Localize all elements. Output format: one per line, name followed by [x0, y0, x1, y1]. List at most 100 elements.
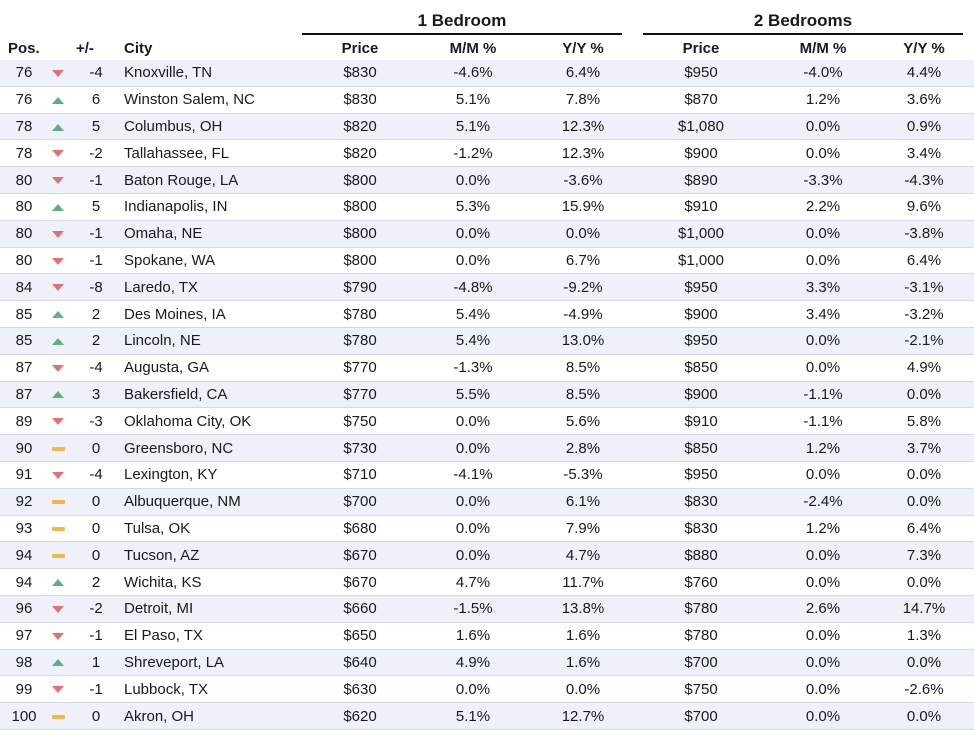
cell-spacer: [513, 354, 543, 382]
cell-city: Oklahoma City, OK: [124, 407, 320, 436]
cell-spacer: [400, 675, 433, 704]
cell-spacer: [863, 461, 884, 489]
cell-mm-1br: 5.1%: [433, 113, 513, 141]
cell-spacer: [964, 434, 974, 462]
cell-mm-1br: -4.1%: [433, 461, 513, 489]
cell-spacer: [964, 515, 974, 543]
down-arrow-icon: [52, 605, 64, 613]
cell-spacer: [513, 166, 543, 194]
cell-spacer: [400, 381, 433, 409]
table-row: 94 0 Tucson, AZ $670 0.0% 4.7% $880 0.0% 7.3%: [0, 541, 974, 570]
cell-yy-1br: -3.6%: [543, 166, 623, 194]
cell-mm-2br: -2.4%: [783, 488, 863, 516]
down-arrow-icon: [52, 632, 64, 640]
rent-table-panel: 1 Bedroom 2 Bedrooms Pos. +/- City Price…: [0, 11, 974, 730]
cell-pos: 93: [0, 515, 48, 543]
cell-yy-2br: -3.8%: [884, 220, 964, 248]
cell-spacer: [623, 488, 661, 516]
cell-price-2br: $850: [661, 434, 741, 462]
cell-spacer: [964, 300, 974, 328]
cell-indicator: [48, 300, 68, 328]
cell-spacer: [863, 139, 884, 168]
cell-spacer: [623, 541, 661, 570]
table-row: 99 -1 Lubbock, TX $630 0.0% 0.0% $750 0.0% -2.6%: [0, 675, 974, 704]
cell-spacer: [623, 166, 661, 194]
cell-city: Wichita, KS: [124, 568, 320, 596]
table-body: 76 -4 Knoxville, TN $830 -4.6% 6.4% $950 -4.0% 4…: [0, 60, 974, 730]
cell-spacer: [863, 568, 884, 596]
cell-city: Columbus, OH: [124, 113, 320, 141]
cell-yy-2br: -3.2%: [884, 300, 964, 328]
cell-spacer: [964, 568, 974, 596]
cell-spacer: [741, 166, 783, 194]
cell-yy-1br: 0.0%: [543, 675, 623, 704]
rent-data-table: 76 -4 Knoxville, TN $830 -4.6% 6.4% $950 -4.0% 4…: [0, 60, 974, 730]
cell-indicator: [48, 515, 68, 543]
cell-spacer: [400, 541, 433, 570]
cell-mm-1br: 5.3%: [433, 193, 513, 221]
cell-pos: 87: [0, 381, 48, 409]
cell-price-2br: $900: [661, 300, 741, 328]
cell-price-2br: $830: [661, 515, 741, 543]
cell-price-1br: $780: [320, 300, 400, 328]
cell-spacer: [741, 461, 783, 489]
cell-change: 0: [68, 702, 124, 730]
cell-change: -1: [68, 675, 124, 704]
cell-spacer: [623, 193, 661, 221]
cell-spacer: [741, 434, 783, 462]
cell-price-1br: $800: [320, 220, 400, 248]
cell-yy-2br: -3.1%: [884, 273, 964, 302]
cell-spacer: [863, 595, 884, 623]
cell-price-1br: $830: [320, 60, 400, 87]
cell-price-1br: $830: [320, 86, 400, 114]
cell-spacer: [741, 568, 783, 596]
cell-spacer: [623, 86, 661, 114]
cell-spacer: [741, 86, 783, 114]
down-arrow-icon: [52, 284, 64, 292]
cell-mm-2br: 0.0%: [783, 113, 863, 141]
group-underline-2-bedrooms: [643, 33, 963, 35]
table-row: 80 -1 Omaha, NE $800 0.0% 0.0% $1,000 0.0% -3.8%: [0, 220, 974, 248]
cell-spacer: [623, 381, 661, 409]
cell-mm-2br: 3.3%: [783, 273, 863, 302]
cell-spacer: [513, 139, 543, 168]
cell-mm-1br: -1.5%: [433, 595, 513, 623]
cell-yy-2br: 0.0%: [884, 461, 964, 489]
cell-city: Laredo, TX: [124, 273, 320, 302]
cell-yy-1br: 12.3%: [543, 139, 623, 168]
cell-spacer: [964, 86, 974, 114]
cell-spacer: [863, 541, 884, 570]
cell-spacer: [623, 622, 661, 650]
cell-mm-2br: -4.0%: [783, 60, 863, 87]
cell-mm-2br: 2.6%: [783, 595, 863, 623]
cell-price-2br: $950: [661, 327, 741, 355]
cell-city: Albuquerque, NM: [124, 488, 320, 516]
table-row: 78 5 Columbus, OH $820 5.1% 12.3% $1,080 0.0% 0.…: [0, 113, 974, 141]
header-pos: Pos.: [8, 40, 40, 57]
down-arrow-icon: [52, 364, 64, 372]
cell-price-2br: $880: [661, 541, 741, 570]
cell-spacer: [400, 568, 433, 596]
cell-indicator: [48, 702, 68, 730]
cell-price-2br: $780: [661, 595, 741, 623]
down-arrow-icon: [52, 177, 64, 185]
cell-price-2br: $1,080: [661, 113, 741, 141]
cell-price-1br: $790: [320, 273, 400, 302]
cell-indicator: [48, 113, 68, 141]
cell-spacer: [513, 86, 543, 114]
table-row: 76 -4 Knoxville, TN $830 -4.6% 6.4% $950 -4.0% 4…: [0, 60, 974, 87]
cell-price-1br: $800: [320, 247, 400, 275]
cell-mm-2br: 3.4%: [783, 300, 863, 328]
cell-spacer: [400, 60, 433, 87]
cell-spacer: [623, 327, 661, 355]
cell-spacer: [964, 407, 974, 436]
cell-spacer: [623, 113, 661, 141]
cell-city: Bakersfield, CA: [124, 381, 320, 409]
cell-city: Indianapolis, IN: [124, 193, 320, 221]
cell-yy-2br: 4.9%: [884, 354, 964, 382]
cell-city: Augusta, GA: [124, 354, 320, 382]
cell-indicator: [48, 327, 68, 355]
cell-yy-2br: 4.4%: [884, 60, 964, 87]
cell-yy-1br: 12.7%: [543, 702, 623, 730]
cell-spacer: [863, 273, 884, 302]
